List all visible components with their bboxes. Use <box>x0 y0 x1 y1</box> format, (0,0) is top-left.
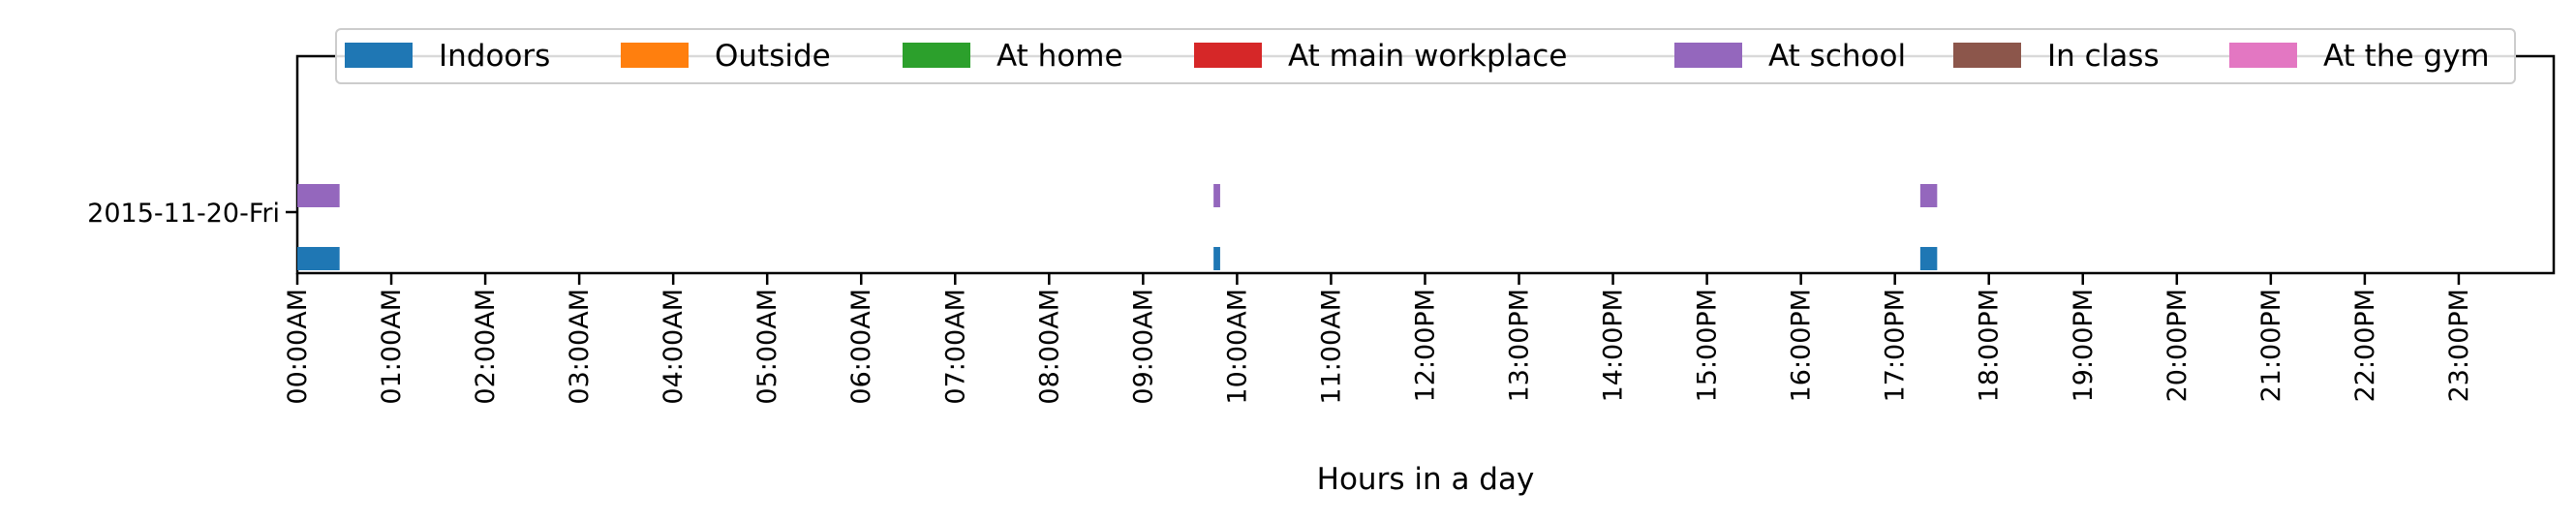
x-tick-label: 13:00PM <box>1505 289 1535 402</box>
legend-swatch <box>903 43 970 68</box>
legend-label: At school <box>1768 39 1906 74</box>
x-tick-label: 08:00AM <box>1034 289 1064 405</box>
legend-label: At home <box>997 39 1123 74</box>
x-tick-label: 20:00PM <box>2162 289 2193 402</box>
legend-swatch <box>1674 43 1742 68</box>
x-tick-label: 07:00AM <box>940 289 970 405</box>
y-axis: 2015-11-20-Fri <box>87 199 297 229</box>
x-tick-label: 12:00PM <box>1410 289 1440 402</box>
y-tick-label: 2015-11-20-Fri <box>87 199 280 229</box>
x-tick-label: 05:00AM <box>752 289 782 405</box>
bar-layer <box>297 184 1938 270</box>
x-tick-label: 15:00PM <box>1693 289 1723 402</box>
x-tick-label: 18:00PM <box>1975 289 2005 402</box>
x-tick-label: 02:00AM <box>471 289 501 405</box>
bar-at-school-1 <box>1213 184 1220 207</box>
bar-at-school-0 <box>297 184 340 207</box>
x-tick-label: 00:00AM <box>283 289 313 405</box>
x-tick-label: 01:00AM <box>377 289 407 405</box>
x-tick-label: 11:00AM <box>1316 289 1346 405</box>
legend-swatch <box>621 43 689 68</box>
bar-indoors-1 <box>1213 247 1220 270</box>
legend-entry-at-the-gym: At the gym <box>2229 39 2490 74</box>
legend-label: In class <box>2047 39 2160 74</box>
legend-entry-at-main-workplace: At main workplace <box>1194 39 1567 74</box>
x-axis-label: Hours in a day <box>1317 462 1535 497</box>
x-tick-label: 17:00PM <box>1881 289 1911 402</box>
legend-entry-indoors: Indoors <box>345 39 550 74</box>
bar-indoors-0 <box>297 247 340 270</box>
plot-frame <box>295 54 2556 275</box>
legend-entry-at-school: At school <box>1674 39 1906 74</box>
legend-label: At the gym <box>2323 39 2490 74</box>
x-tick-label: 10:00AM <box>1222 289 1252 405</box>
legend-label: Indoors <box>439 39 550 74</box>
legend-swatch <box>345 43 413 68</box>
x-tick-label: 22:00PM <box>2350 289 2380 402</box>
legend-label: Outside <box>715 39 831 74</box>
legend-entry-at-home: At home <box>903 39 1123 74</box>
legend-entry-outside: Outside <box>621 39 831 74</box>
bar-indoors-2 <box>1919 247 1938 270</box>
x-tick-label: 23:00PM <box>2444 289 2474 402</box>
x-tick-label: 09:00AM <box>1128 289 1158 405</box>
x-tick-label: 04:00AM <box>659 289 689 405</box>
x-tick-label: 16:00PM <box>1787 289 1817 402</box>
x-tick-label: 21:00PM <box>2256 289 2286 402</box>
legend-label: At main workplace <box>1288 39 1567 74</box>
legend-swatch <box>2229 43 2297 68</box>
legend-entry-in-class: In class <box>1953 39 2160 74</box>
x-tick-label: 19:00PM <box>2069 289 2099 402</box>
x-tick-label: 14:00PM <box>1599 289 1629 402</box>
x-tick-label: 06:00AM <box>846 289 876 405</box>
legend-swatch <box>1953 43 2021 68</box>
x-axis: 00:00AM 01:00AM 02:00AM 03:00AM 04:00AM 05:00… <box>283 273 2474 405</box>
x-tick-label: 03:00AM <box>565 289 595 405</box>
legend-swatch <box>1194 43 1262 68</box>
legend: Indoors Outside At home At main workplace At… <box>335 28 2516 84</box>
bar-at-school-2 <box>1919 184 1938 207</box>
